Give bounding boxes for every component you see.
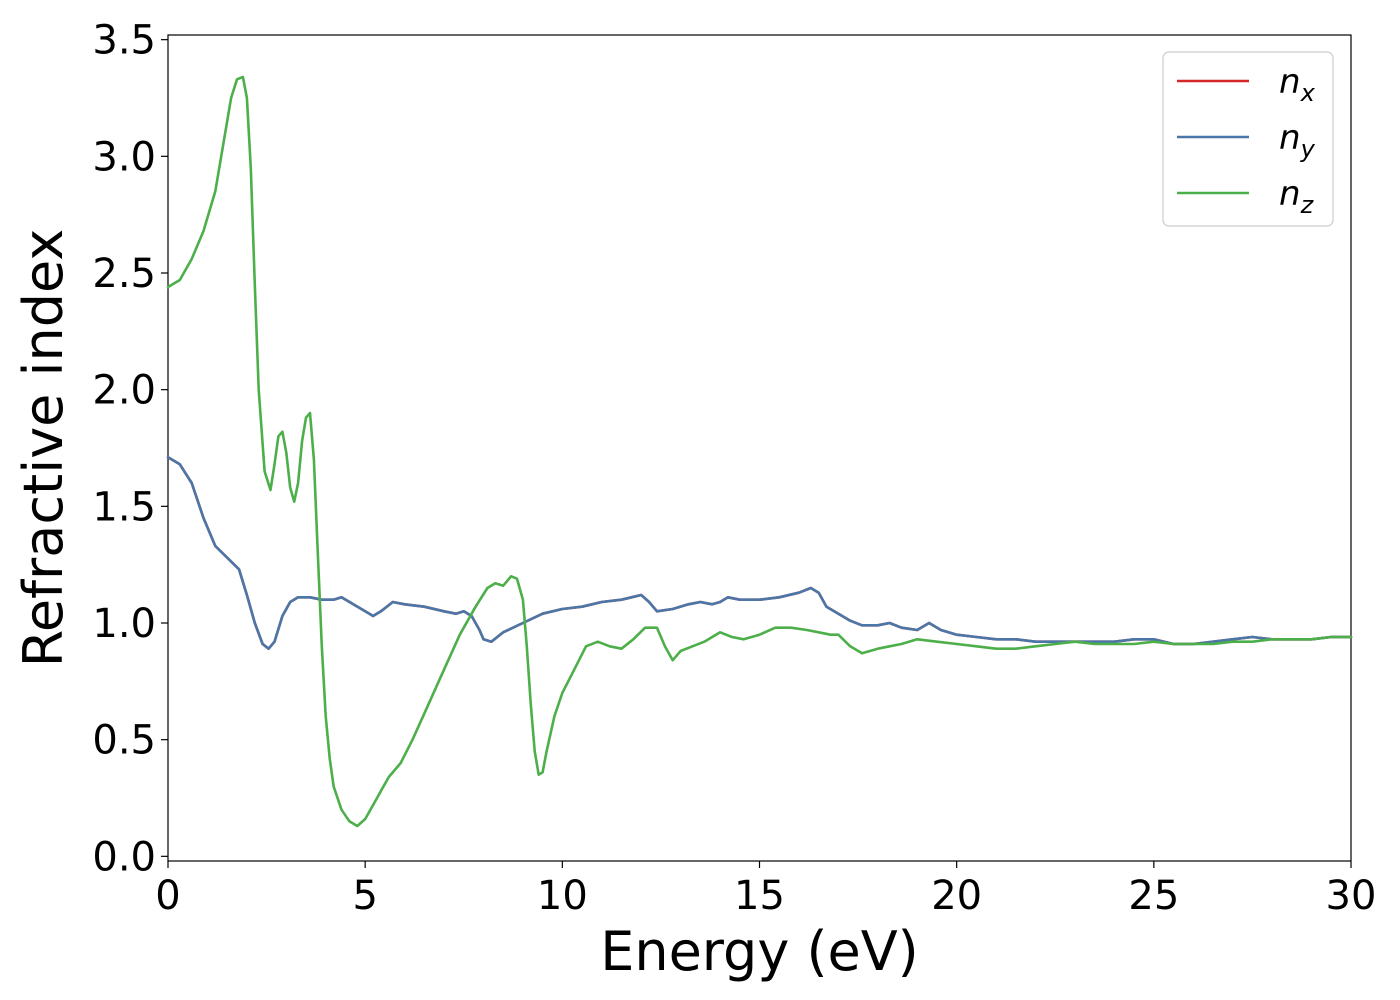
y-tick-label: 2.0	[92, 368, 156, 414]
series-line-nz	[166, 75, 1353, 828]
y-tick-label: 3.5	[92, 18, 156, 64]
y-tick-label: 3.0	[92, 134, 156, 180]
series-line-nx	[166, 456, 1353, 650]
x-tick-label: 30	[1326, 873, 1377, 919]
y-axis: 0.0 0.5 1.0 1.5 2.0 2.5 3.0 3.5	[92, 18, 168, 880]
y-tick-label: 1.0	[92, 601, 156, 647]
series-layer	[166, 75, 1353, 828]
legend-frame	[1162, 51, 1334, 227]
x-tick-label: 5	[352, 873, 377, 919]
x-tick-label: 0	[155, 873, 180, 919]
y-axis-label: Refractive index	[12, 229, 75, 668]
y-tick-label: 0.5	[92, 718, 156, 764]
x-tick-label: 20	[931, 873, 982, 919]
y-tick-label: 1.5	[92, 484, 156, 530]
legend-label-ny: ny	[1279, 118, 1316, 163]
legend-label-nz: nz	[1279, 174, 1315, 219]
x-axis: 0 5 10 15 20 25 30	[155, 861, 1376, 919]
legend: nx ny nz	[1162, 51, 1334, 227]
y-tick-label: 2.5	[92, 251, 156, 297]
x-axis-label: Energy (eV)	[600, 920, 919, 983]
x-tick-label: 15	[734, 873, 785, 919]
legend-label-nx: nx	[1279, 62, 1316, 107]
y-tick-label: 0.0	[92, 834, 156, 880]
x-tick-label: 10	[537, 873, 588, 919]
series-line-ny	[166, 456, 1353, 650]
x-tick-label: 25	[1128, 873, 1179, 919]
